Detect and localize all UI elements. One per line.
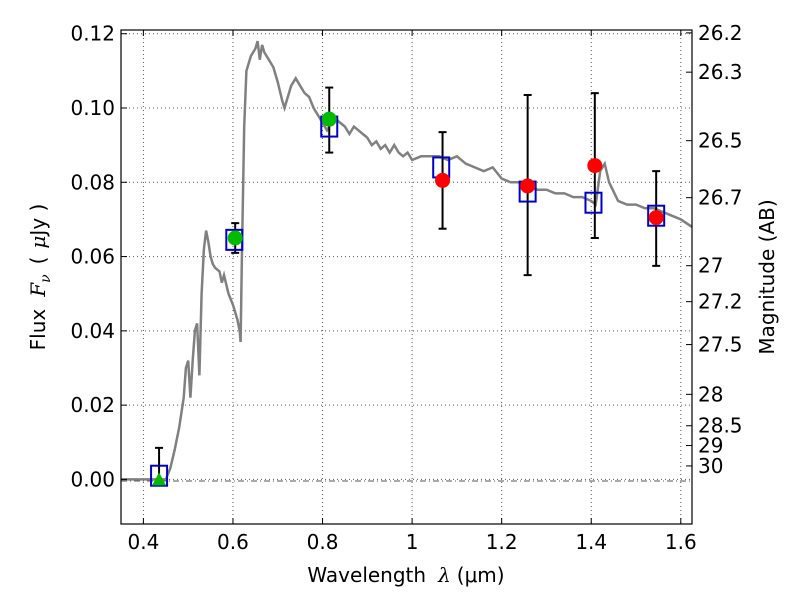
y2-tick-label: 27.2	[698, 290, 743, 314]
plot-frame	[120, 29, 693, 525]
plot-area	[121, 40, 692, 487]
y-axis-ticks: 0.00 0.02 0.04 0.06 0.08 0.10 0.12	[70, 22, 127, 491]
y-tick-label: 0.10	[70, 96, 115, 120]
y2-tick-label: 29	[698, 434, 723, 458]
observed-points	[152, 111, 664, 486]
model-square-marker	[150, 464, 169, 487]
x-axis-label: Wavelength λ (μm)	[307, 563, 504, 587]
y2-tick-label: 30	[698, 454, 723, 478]
x-tick-label: 1	[406, 530, 419, 554]
x-tick-label: 0.6	[217, 530, 249, 554]
y2-tick-label: 28.5	[698, 414, 743, 438]
x-tick-label: 1.6	[665, 530, 697, 554]
red-point	[435, 172, 451, 188]
y2-tick-label: 27	[698, 254, 723, 278]
y2-tick-label: 27.5	[698, 333, 743, 357]
y-tick-label: 0.02	[70, 393, 115, 417]
green-point	[321, 111, 337, 127]
red-point	[587, 158, 603, 174]
red-point	[648, 210, 664, 226]
y-tick-label: 0.08	[70, 170, 115, 194]
y2-tick-label: 26.5	[698, 129, 743, 153]
x-tick-label: 1.4	[575, 530, 607, 554]
y-tick-label: 0.00	[70, 467, 115, 491]
y2-tick-label: 26.3	[698, 60, 743, 84]
x-tick-label: 0.8	[307, 530, 339, 554]
y2-axis-label: Magnitude (AB)	[755, 199, 779, 354]
y2-tick-label: 28	[698, 382, 723, 406]
y-tick-label: 0.04	[70, 319, 115, 343]
model-square-marker	[584, 191, 603, 214]
y-tick-label: 0.12	[70, 22, 115, 46]
green-point	[227, 230, 243, 246]
green-triangle-point	[152, 472, 167, 486]
y2-tick-label: 26.2	[698, 21, 743, 45]
x-tick-label: 1.2	[486, 530, 518, 554]
y2-tick-label: 26.7	[698, 186, 743, 210]
y-tick-label: 0.06	[70, 245, 115, 269]
model-square-marker	[647, 204, 666, 227]
x-axis-ticks: 0.4 0.6 0.8 1 1.2 1.4 1.6	[127, 30, 697, 554]
red-point	[520, 178, 536, 194]
x-tick-label: 0.4	[127, 530, 159, 554]
y-axis-label: FluxFν(μJy )	[26, 204, 54, 351]
model-photometry-squares	[150, 115, 666, 487]
